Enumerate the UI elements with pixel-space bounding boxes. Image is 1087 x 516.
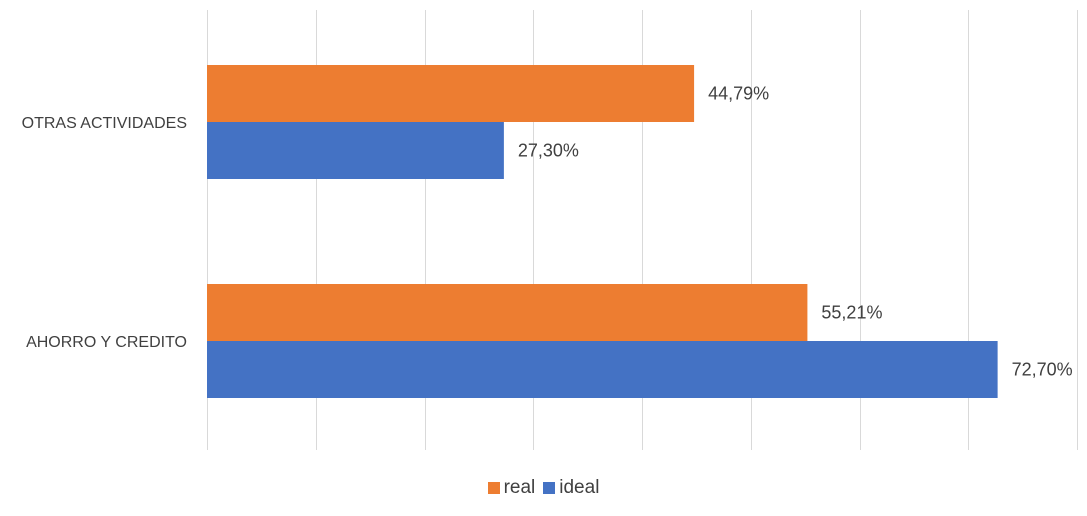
bar-real-0 xyxy=(207,65,695,122)
data-label-ideal-0: 27,30% xyxy=(518,141,579,161)
legend-swatch-ideal xyxy=(543,482,556,494)
data-label-real-1: 55,21% xyxy=(821,303,882,323)
legend-label-ideal: ideal xyxy=(559,477,600,498)
legend-item-ideal: ideal xyxy=(543,477,599,499)
bar-ideal-0 xyxy=(207,122,504,179)
legend-swatch-real xyxy=(487,482,500,494)
bar-real-1 xyxy=(207,284,808,341)
legend-item-real: real xyxy=(487,477,536,499)
data-label-real-0: 44,79% xyxy=(708,84,769,104)
category-label-1: AHORRO Y CREDITO xyxy=(26,334,187,351)
legend-label-real: real xyxy=(503,477,536,498)
bar-ideal-1 xyxy=(207,341,998,398)
data-label-ideal-1: 72,70% xyxy=(1012,360,1073,380)
category-label-0: OTRAS ACTIVIDADES xyxy=(22,115,187,132)
legend: real ideal xyxy=(0,477,1087,499)
